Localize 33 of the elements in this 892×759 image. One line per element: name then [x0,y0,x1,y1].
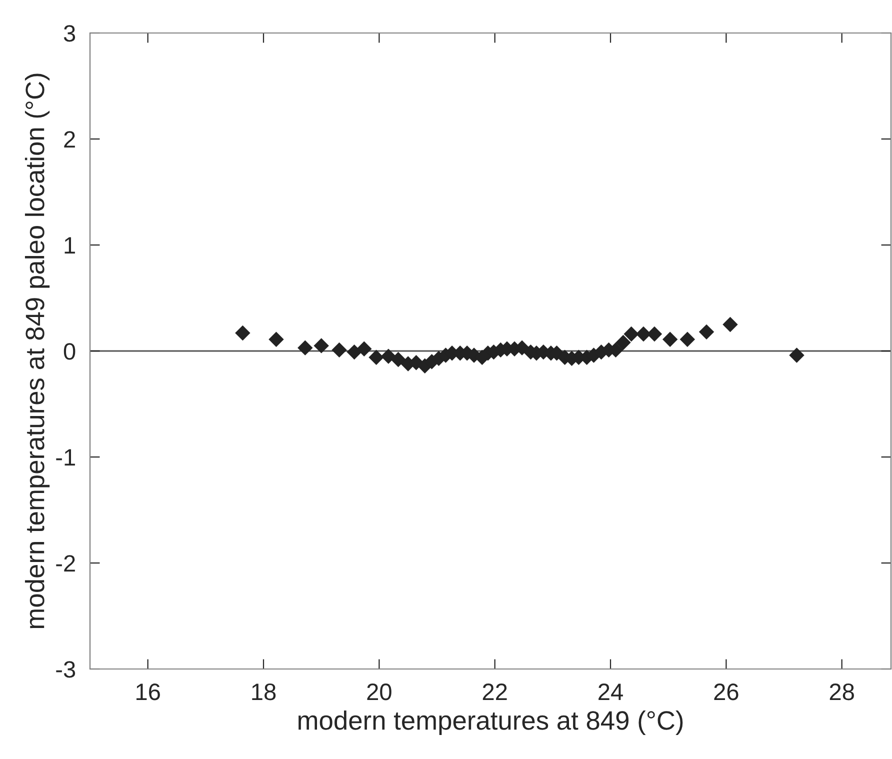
y-axis-title: modern temperatures at 849 paleo location (°C) [24,74,50,628]
x-tick-label: 24 [598,684,623,700]
y-tick-label: 2 [64,131,75,148]
point [346,344,362,360]
x-axis-title: modern temperatures at 849 (°C) [298,710,683,736]
y-tick-label: -1 [56,449,75,466]
point [268,332,284,347]
x-tick-label: 16 [136,684,160,700]
point [380,348,396,364]
point [368,350,384,365]
point [698,324,714,340]
x-tick-label: 28 [830,684,854,700]
x-tick-label: 26 [714,684,738,700]
point [314,338,329,354]
y-tick-label: -2 [56,555,75,572]
y-tick-label: 3 [64,25,76,42]
point [722,316,738,332]
point [235,325,250,341]
y-tick-label: -3 [56,661,76,678]
point [332,342,347,358]
point [390,352,406,368]
point [680,332,696,347]
point [662,332,678,347]
point [789,348,804,363]
point [624,326,639,342]
x-tick-label: 22 [482,684,507,700]
x-tick-label: 20 [367,684,392,700]
point [356,341,372,356]
point [616,334,631,350]
point [298,340,313,356]
y-tick-label: 1 [64,237,75,254]
x-tick-label: 18 [252,684,276,700]
y-tick-label: 0 [64,343,76,360]
